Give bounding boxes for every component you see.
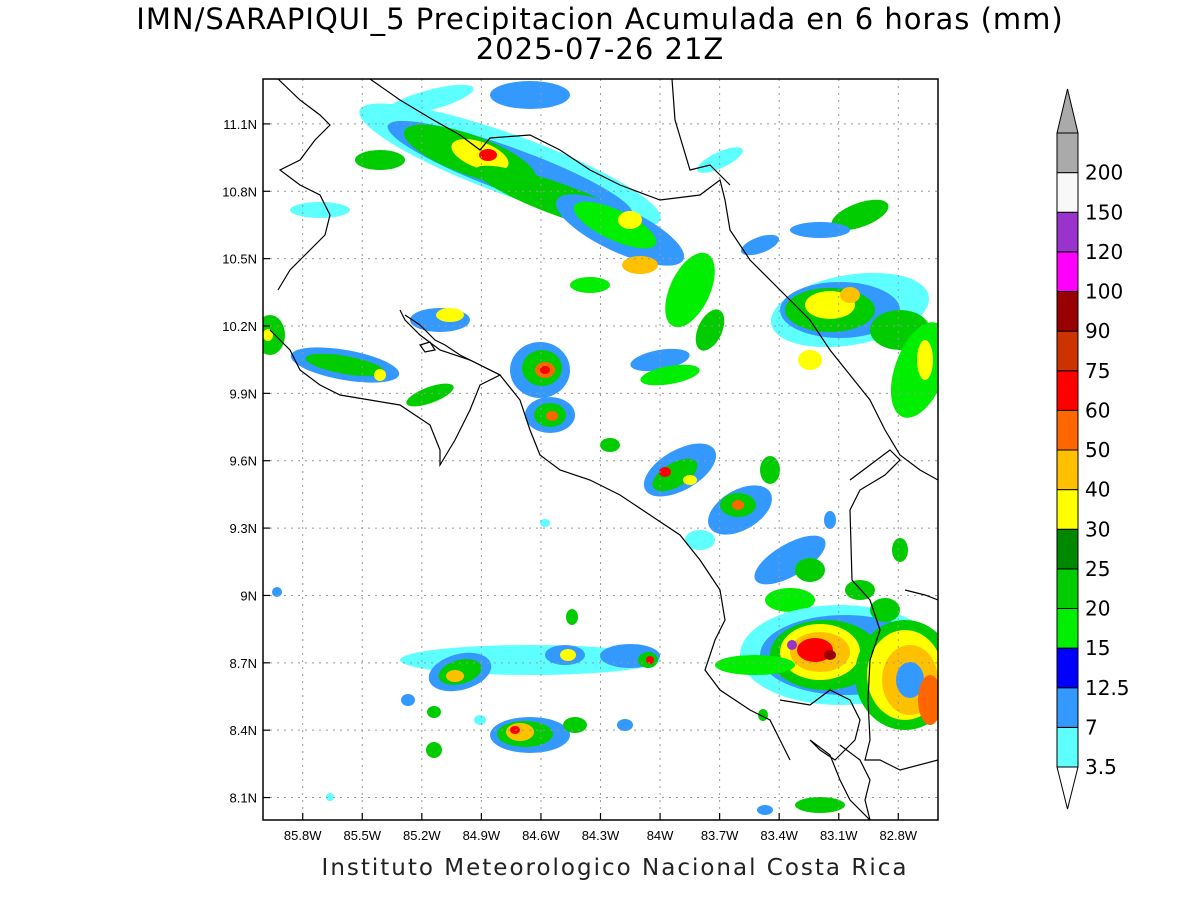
- lat-tick-label: 8.7N: [230, 656, 257, 671]
- lon-tick-label: 82.8W: [880, 828, 918, 843]
- colorbar-swatch: [1056, 291, 1079, 332]
- colorbar-swatch: [1056, 251, 1079, 292]
- precipitation-field: [263, 81, 938, 815]
- colorbar-swatch: [1056, 568, 1079, 609]
- lake-nicaragua-east: [671, 79, 731, 186]
- lat-tick-label: 8.1N: [230, 791, 257, 806]
- colorbar-swatch: [1056, 409, 1079, 451]
- lat-tick-label: 10.2N: [222, 319, 257, 334]
- lat-tick-label: 10.8N: [222, 184, 257, 199]
- colorbar-level-label: 25: [1085, 557, 1110, 581]
- colorbar-level-label: 7: [1085, 715, 1098, 739]
- nicaragua-border: [369, 79, 938, 481]
- gulf-of-nicoya-coast: [404, 314, 791, 761]
- map-datetime: 2025-07-26 21Z: [475, 32, 725, 66]
- lon-tick-label: 85.8W: [284, 828, 322, 843]
- colorbar-under-arrow: [1056, 766, 1079, 810]
- chiriqui-coast: [904, 589, 938, 601]
- lon-tick-label: 84.3W: [582, 828, 620, 843]
- colorbar-legend: 3.5 7 12.5 15 20 25 30 40 50 60 75 90 100 120 150 200: [1056, 88, 1130, 810]
- island: [419, 341, 436, 353]
- lon-tick-label: 83.7W: [701, 828, 739, 843]
- colorbar-level-label: 40: [1085, 478, 1110, 502]
- colorbar-level-label: 30: [1085, 517, 1110, 541]
- lon-tick-label: 85.5W: [343, 828, 381, 843]
- longitude-axis: 85.8W 85.5W 85.2W 84.9W 84.6W 84.3W 84W 83.7W 83…: [284, 813, 918, 843]
- colorbar-level-label: 50: [1085, 438, 1110, 462]
- map-grid: [263, 79, 938, 820]
- nicoya-peninsula: [269, 309, 502, 468]
- colorbar-swatch: [1056, 647, 1079, 689]
- colorbar-swatch: [1056, 172, 1079, 213]
- rain-band-northwest: [290, 81, 889, 293]
- lon-tick-label: 85.2W: [403, 828, 441, 843]
- latitude-axis: 11.1N 10.8N 10.5N 10.2N 9.9N 9.6N 9.3N 9N 8.7N 8.…: [222, 117, 270, 806]
- coastlines-borders: [269, 79, 938, 820]
- colorbar-level-label: 120: [1085, 240, 1123, 264]
- rain-band-caribbean: [630, 252, 938, 418]
- colorbar-swatch: [1056, 370, 1079, 411]
- rain-cluster-southeast: [715, 580, 938, 815]
- lat-tick-label: 8.4N: [230, 723, 257, 738]
- panama-border: [849, 449, 938, 771]
- lon-tick-label: 84W: [647, 828, 674, 843]
- gulf-border: [839, 744, 871, 820]
- colorbar-level-label: 200: [1085, 161, 1123, 185]
- colorbar-level-label: 90: [1085, 319, 1110, 343]
- colorbar-level-label: 100: [1085, 280, 1123, 304]
- osa-peninsula: [779, 689, 871, 820]
- map-title: IMN/SARAPIQUI_5 Precipitacion Acumulada …: [136, 2, 1064, 36]
- colorbar-level-label: 75: [1085, 359, 1110, 383]
- lat-tick-label: 9.6N: [230, 454, 257, 469]
- colorbar-level-label: 15: [1085, 636, 1110, 660]
- rain-band-south: [400, 609, 660, 758]
- colorbar-swatch: [1056, 330, 1079, 372]
- rain-speck: [540, 519, 550, 527]
- colorbar-swatch: [1056, 489, 1079, 530]
- colorbar-swatch: [1056, 726, 1079, 768]
- colorbar-swatch: [1056, 211, 1079, 253]
- colorbar-level-label: 150: [1085, 200, 1123, 224]
- lat-tick-label: 9.3N: [230, 521, 257, 536]
- lon-tick-label: 84.6W: [522, 828, 560, 843]
- colorbar-level-label: 3.5: [1085, 755, 1117, 779]
- colorbar-swatch: [1056, 132, 1079, 174]
- footer-credit: Instituto Meteorologico Nacional Costa R…: [321, 855, 909, 881]
- lat-tick-label: 9.9N: [230, 386, 257, 401]
- rain-speck: [326, 793, 334, 801]
- colorbar-swatch: [1056, 687, 1079, 728]
- lat-tick-label: 11.1N: [223, 117, 257, 132]
- lat-tick-label: 10.5N: [222, 252, 257, 267]
- colorbar-swatch: [1056, 608, 1079, 649]
- lat-tick-label: 9N: [240, 588, 257, 603]
- colorbar-level-label: 20: [1085, 597, 1110, 621]
- colorbar-swatch: [1056, 449, 1079, 491]
- nicaragua-coast: [277, 79, 331, 291]
- colorbar-level-label: 60: [1085, 398, 1110, 422]
- lon-tick-label: 83.4W: [760, 828, 798, 843]
- colorbar-over-arrow: [1056, 88, 1079, 134]
- lon-tick-label: 84.9W: [463, 828, 501, 843]
- rain-cells-pacific: [600, 438, 908, 612]
- colorbar-level-label: 12.5: [1085, 676, 1130, 700]
- colorbar-swatch: [1056, 528, 1079, 570]
- rain-speck: [272, 587, 282, 597]
- lon-tick-label: 83.1W: [820, 828, 858, 843]
- rain-cells-central: [263, 308, 575, 433]
